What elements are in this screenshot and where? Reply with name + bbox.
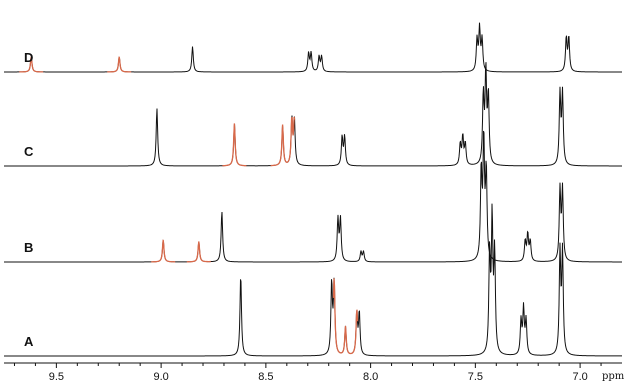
highlighted-peak-D-0 (19, 56, 44, 73)
highlighted-peak-B-0 (151, 239, 176, 263)
trace-label-C: C (24, 144, 34, 159)
x-axis-unit-label: ppm (602, 371, 625, 381)
spectrum-trace-A (4, 203, 622, 357)
x-tick-label-8.5: 8.5 (258, 371, 273, 381)
x-axis-ticks: 9.5 9.0 8.5 8.0 7.5 7.0 (13, 363, 602, 381)
highlighted-peak-C-1 (222, 123, 247, 167)
trace-labels: D C B A (24, 50, 34, 349)
trace-label-D: D (24, 50, 33, 65)
highlighted-peak-B-1 (186, 241, 211, 263)
spectrum-trace-C (4, 62, 622, 167)
trace-label-B: B (24, 240, 33, 255)
x-tick-label-8.0: 8.0 (363, 371, 378, 381)
x-tick-label-9.5: 9.5 (49, 371, 64, 381)
spectrum-trace-B (4, 130, 622, 263)
highlighted-peak-A-2 (332, 278, 359, 355)
x-tick-label-7.0: 7.0 (572, 371, 587, 381)
spectrum-trace-D (4, 22, 622, 73)
x-tick-label-7.5: 7.5 (468, 371, 483, 381)
highlighted-peak-D-1 (107, 56, 132, 73)
x-tick-label-9.0: 9.0 (153, 371, 168, 381)
trace-label-A: A (24, 334, 34, 349)
highlighted-peak-C-2 (270, 116, 296, 167)
spectrum-traces (4, 22, 622, 357)
